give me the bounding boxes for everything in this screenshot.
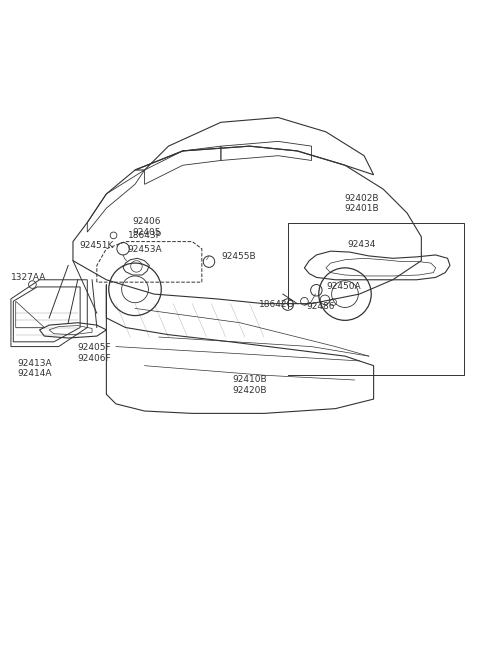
Text: 92410B
92420B: 92410B 92420B <box>232 375 267 394</box>
Text: 92451K: 92451K <box>79 241 114 250</box>
Text: 92453A: 92453A <box>127 244 162 253</box>
Text: 92455B: 92455B <box>221 252 255 261</box>
Text: 18642G: 18642G <box>259 300 295 309</box>
Text: 92402B
92401B: 92402B 92401B <box>344 194 379 213</box>
Text: 92413A
92414A: 92413A 92414A <box>17 358 52 378</box>
Text: 92405F
92406F: 92405F 92406F <box>78 343 111 363</box>
Text: 18643P: 18643P <box>128 231 162 240</box>
Text: 92486: 92486 <box>307 301 336 310</box>
Text: 92406
92405: 92406 92405 <box>132 217 161 237</box>
Text: 92450A: 92450A <box>326 282 360 291</box>
Text: 92434: 92434 <box>348 240 376 249</box>
Text: 1327AA: 1327AA <box>11 273 46 282</box>
